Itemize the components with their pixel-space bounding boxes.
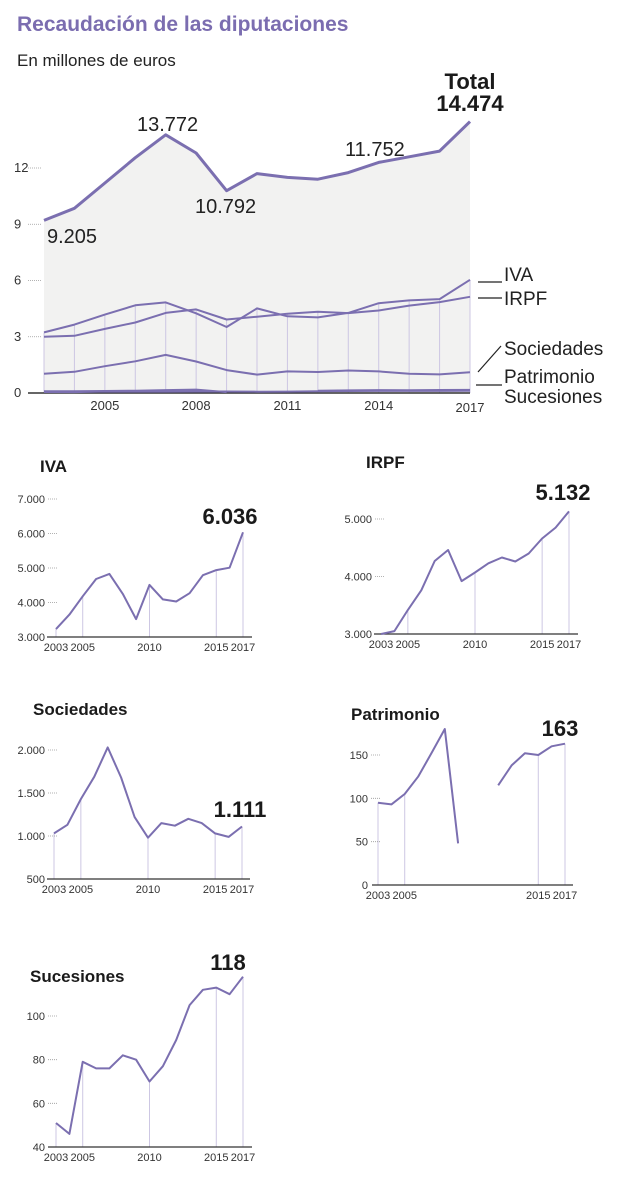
annotation-2007: 13.772 (137, 114, 198, 136)
sucesiones-callout: 118 (210, 950, 246, 975)
series-line-sociedades (43, 353, 471, 376)
patrimonio-x-tick-label: 2005 (392, 890, 416, 902)
x-tick-label: 2011 (273, 398, 301, 413)
annotation-2009: 10.792 (195, 196, 256, 218)
iva-x-tick-label: 2010 (137, 642, 161, 654)
sucesiones-x-tick-label: 2010 (137, 1152, 161, 1164)
iva-y-tick-label: 4.000 (17, 598, 45, 610)
legend-sociedades: Sociedades (504, 339, 603, 360)
irpf-callout: 5.132 (535, 480, 590, 505)
irpf-title: IRPF (366, 453, 405, 472)
x-tick-label: 2014 (364, 398, 393, 413)
irpf-y-tick-label: 5.000 (344, 514, 372, 526)
sociedades-y-tick-label: 2.000 (17, 745, 45, 757)
page-subtitle: En millones de euros (17, 51, 176, 70)
sucesiones-series-line (55, 976, 244, 1135)
sucesiones-y-tick-label: 40 (33, 1142, 45, 1154)
x-tick-label: 2008 (182, 398, 211, 413)
y-tick-label: 6 (14, 273, 21, 288)
legend-patrimonio: Patrimonio (504, 367, 595, 388)
patrimonio-y-tick-label: 100 (350, 793, 368, 805)
irpf-x-tick-label: 2015 (530, 639, 554, 651)
sucesiones-x-tick-label: 2003 (44, 1152, 68, 1164)
sociedades-x-tick-label: 2015 (203, 884, 227, 896)
iva-y-tick-label: 7.000 (17, 494, 45, 506)
legend-irpf: IRPF (504, 289, 547, 310)
series-line-iva (43, 278, 471, 334)
sociedades-x-tick-label: 2017 (230, 884, 254, 896)
sucesiones-y-tick-label: 60 (33, 1098, 45, 1110)
iva-y-tick-label: 6.000 (17, 529, 45, 541)
iva-title: IVA (40, 457, 67, 476)
iva-callout: 6.036 (202, 504, 257, 529)
sucesiones-x-tick-label: 2005 (70, 1152, 94, 1164)
patrimonio-x-tick-label: 2017 (553, 890, 577, 902)
sociedades-y-tick-label: 500 (27, 874, 45, 886)
sucesiones-x-tick-label: 2017 (231, 1152, 255, 1164)
annotation-2003: 9.205 (47, 226, 97, 248)
iva-series-line (55, 531, 244, 630)
irpf-y-tick-label: 4.000 (344, 572, 372, 584)
sociedades-callout: 1.111 (214, 797, 267, 822)
irpf-x-tick-label: 2010 (463, 639, 487, 651)
irpf-y-tick-label: 3.000 (344, 629, 372, 641)
annotation-2013: 11.752 (345, 139, 405, 161)
iva-y-tick-label: 3.000 (17, 632, 45, 644)
legend: IVA IRPF Sociedades Patrimonio Sucesione… (476, 265, 603, 408)
sociedades-x-tick-label: 2003 (42, 884, 66, 896)
irpf-x-tick-label: 2005 (396, 639, 420, 651)
iva-x-tick-label: 2015 (204, 642, 228, 654)
sociedades-chart: 2003 2005 2010 2015 2017 500 1.000 1.500 2.000 (17, 745, 254, 896)
patrimonio-x-tick-label: 2015 (526, 890, 550, 902)
sucesiones-x-tick-label: 2015 (204, 1152, 228, 1164)
sucesiones-y-tick-label: 80 (33, 1055, 45, 1067)
iva-y-tick-label: 5.000 (17, 563, 45, 575)
iva-x-tick-label: 2017 (231, 642, 255, 654)
patrimonio-chart: 2003 2005 2015 2017 0 50 100 150 (350, 728, 577, 902)
page-title: Recaudación de las diputaciones (17, 13, 348, 36)
patrimonio-callout: 163 (542, 716, 579, 741)
irpf-series-line (380, 510, 570, 635)
legend-sucesiones: Sucesiones (504, 387, 602, 408)
total-area (44, 121, 470, 393)
series-line-sucesiones (43, 389, 471, 394)
patrimonio-y-tick-label: 50 (356, 837, 368, 849)
main-chart: 0 3 6 9 12 2005 2008 2011 2014 2017 (14, 120, 485, 415)
patrimonio-title: Patrimonio (351, 705, 440, 724)
y-tick-label: 3 (14, 329, 21, 344)
irpf-x-tick-label: 2017 (557, 639, 581, 651)
iva-x-tick-label: 2003 (44, 642, 68, 654)
patrimonio-y-tick-label: 150 (350, 750, 368, 762)
sucesiones-chart: 2003 2005 2010 2015 2017 40 60 80 100 (27, 976, 255, 1164)
total-label: Total (445, 69, 496, 94)
irpf-chart: 2003 2005 2010 2015 2017 3.000 4.000 5.000 (344, 510, 581, 651)
sociedades-series-line (53, 746, 243, 839)
patrimonio-y-tick-label: 0 (362, 880, 368, 892)
total-value: 14.474 (436, 91, 504, 116)
series-line-total (43, 120, 472, 222)
sociedades-y-tick-label: 1.000 (17, 831, 45, 843)
iva-x-tick-label: 2005 (70, 642, 94, 654)
irpf-x-tick-label: 2003 (369, 639, 393, 651)
sucesiones-title: Sucesiones (30, 967, 125, 986)
x-tick-label: 2005 (90, 398, 119, 413)
y-tick-label: 0 (14, 385, 21, 400)
y-tick-label: 12 (14, 160, 28, 175)
sucesiones-y-tick-label: 100 (27, 1011, 45, 1023)
sociedades-y-tick-label: 1.500 (17, 788, 45, 800)
sociedades-x-tick-label: 2005 (69, 884, 93, 896)
y-tick-label: 9 (14, 216, 21, 231)
sociedades-x-tick-label: 2010 (136, 884, 160, 896)
legend-iva: IVA (504, 265, 534, 286)
patrimonio-x-tick-label: 2003 (366, 890, 390, 902)
iva-chart: 2003 2005 2010 2015 2017 3.000 4.000 5.000 6.000… (17, 494, 255, 654)
sociedades-title: Sociedades (33, 700, 128, 719)
x-tick-label: 2017 (456, 400, 485, 415)
legend-leader-sociedades (477, 345, 502, 373)
patrimonio-series-line (377, 728, 566, 844)
series-line-irpf (43, 295, 471, 338)
